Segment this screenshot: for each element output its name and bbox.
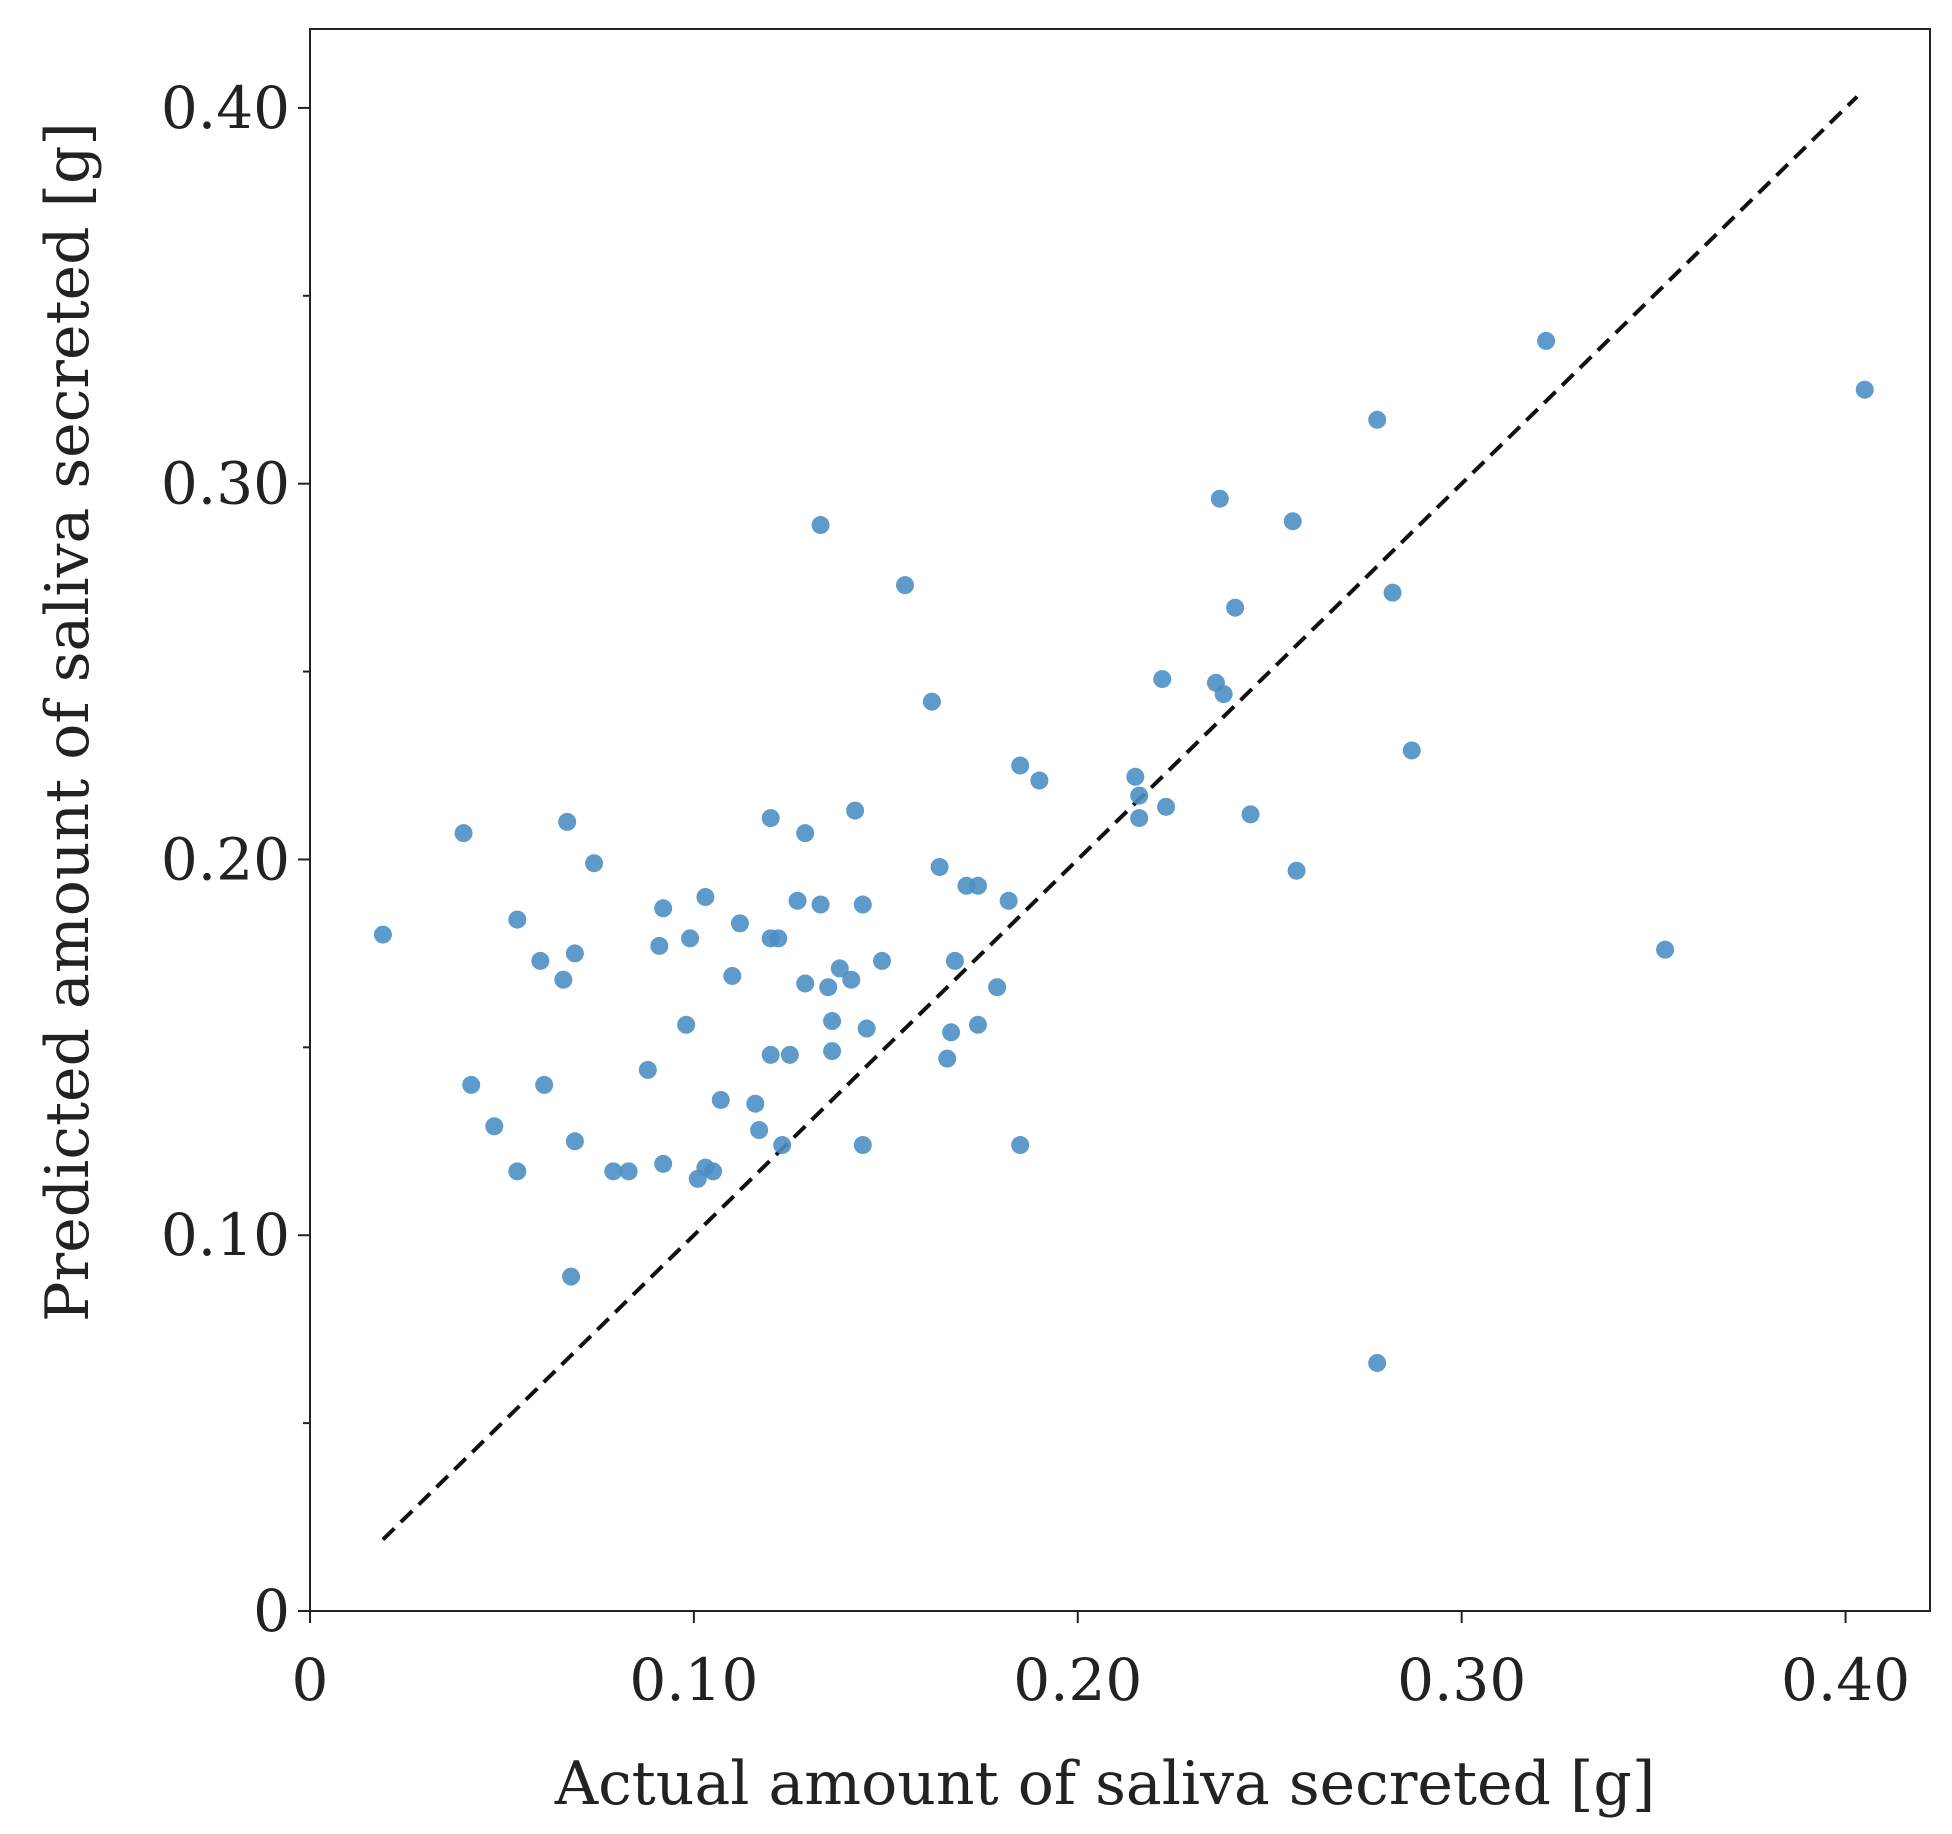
- data-point-41: [811, 895, 830, 914]
- data-point-83: [1656, 940, 1675, 959]
- data-point-6: [531, 951, 550, 970]
- data-point-20: [677, 1015, 696, 1034]
- data-point-31: [761, 809, 780, 828]
- data-point-73: [1214, 685, 1233, 704]
- data-point-26: [711, 1090, 730, 1109]
- data-point-52: [896, 576, 915, 595]
- x-axis-label: Actual amount of saliva secreted [g]: [554, 1749, 1655, 1819]
- data-point-3: [485, 1117, 504, 1136]
- data-point-72: [1210, 489, 1229, 508]
- data-point-70: [1157, 797, 1176, 816]
- data-point-1: [454, 824, 473, 843]
- data-point-75: [1241, 805, 1260, 824]
- data-point-2: [462, 1075, 481, 1094]
- data-point-61: [988, 978, 1007, 997]
- data-point-53: [922, 692, 941, 711]
- data-point-44: [823, 1012, 842, 1031]
- x-tick-label-1: 0.10: [629, 1646, 758, 1714]
- data-point-66: [1126, 767, 1145, 786]
- x-tick-label-0: 0: [292, 1646, 329, 1714]
- y-axis-label: Predicted amount of saliva secreted [g]: [33, 122, 103, 1322]
- data-point-45: [830, 959, 849, 978]
- data-point-4: [508, 910, 527, 929]
- data-point-27: [723, 966, 742, 985]
- data-point-34: [769, 929, 788, 948]
- data-point-48: [853, 895, 872, 914]
- data-point-21: [681, 929, 700, 948]
- data-point-35: [773, 1136, 792, 1155]
- data-point-54: [930, 857, 949, 876]
- data-point-23: [696, 888, 715, 907]
- data-point-0: [373, 925, 392, 944]
- data-point-68: [1130, 809, 1149, 828]
- data-point-15: [619, 1162, 638, 1181]
- data-point-42: [819, 978, 838, 997]
- data-point-28: [730, 914, 749, 933]
- data-point-59: [968, 876, 987, 895]
- x-tick-label-3: 0.30: [1397, 1646, 1526, 1714]
- data-point-79: [1368, 1353, 1387, 1372]
- data-point-43: [823, 1042, 842, 1061]
- data-point-29: [746, 1094, 765, 1113]
- x-tick-label-4: 0.40: [1781, 1646, 1910, 1714]
- data-point-60: [968, 1015, 987, 1034]
- data-point-78: [1368, 410, 1387, 429]
- data-point-63: [1011, 756, 1030, 775]
- data-point-40: [811, 516, 830, 535]
- y-tick-label-2: 0.20: [161, 825, 290, 893]
- data-point-12: [565, 1132, 584, 1151]
- data-point-51: [872, 951, 891, 970]
- data-points: [373, 331, 1874, 1372]
- data-point-38: [796, 824, 815, 843]
- data-point-80: [1383, 583, 1402, 602]
- axis-ticks: [298, 106, 1847, 1623]
- data-point-82: [1537, 331, 1556, 350]
- data-point-81: [1402, 741, 1421, 760]
- data-point-33: [761, 1045, 780, 1064]
- data-point-47: [846, 801, 865, 820]
- data-point-9: [558, 812, 577, 831]
- data-point-17: [650, 936, 669, 955]
- data-point-36: [780, 1045, 799, 1064]
- data-point-25: [704, 1162, 723, 1181]
- data-point-67: [1130, 786, 1149, 805]
- plot-frame: [309, 28, 1931, 1612]
- data-point-37: [788, 891, 807, 910]
- data-point-18: [654, 899, 673, 918]
- data-point-7: [535, 1075, 554, 1094]
- x-tick-label-2: 0.20: [1013, 1646, 1142, 1714]
- data-point-50: [853, 1136, 872, 1155]
- data-point-5: [508, 1162, 527, 1181]
- identity-reference-line: [381, 95, 1859, 1542]
- data-point-69: [1153, 670, 1172, 689]
- data-point-62: [999, 891, 1018, 910]
- tick-labels: 0 0.10 0.20 0.30 0.40 0 0.10 0.20 0.30 0.40: [161, 74, 1910, 1714]
- data-point-10: [562, 1267, 581, 1286]
- data-point-19: [654, 1154, 673, 1173]
- data-point-55: [938, 1049, 957, 1068]
- y-tick-label-4: 0.40: [161, 74, 290, 142]
- data-point-57: [945, 951, 964, 970]
- data-point-56: [942, 1023, 961, 1042]
- data-point-64: [1011, 1136, 1030, 1155]
- data-point-14: [604, 1162, 623, 1181]
- data-point-39: [796, 974, 815, 993]
- data-point-76: [1283, 512, 1302, 531]
- data-point-16: [638, 1060, 657, 1079]
- data-point-11: [565, 944, 584, 963]
- y-tick-label-0: 0: [253, 1577, 290, 1645]
- data-point-74: [1226, 598, 1245, 617]
- y-tick-label-1: 0.10: [161, 1201, 290, 1269]
- data-point-84: [1855, 380, 1874, 399]
- data-point-65: [1030, 771, 1049, 790]
- data-point-8: [554, 970, 573, 989]
- data-point-77: [1287, 861, 1306, 880]
- data-point-49: [857, 1019, 876, 1038]
- data-point-46: [842, 970, 861, 989]
- data-point-13: [585, 854, 604, 873]
- y-tick-label-3: 0.30: [161, 450, 290, 518]
- data-point-30: [750, 1121, 769, 1140]
